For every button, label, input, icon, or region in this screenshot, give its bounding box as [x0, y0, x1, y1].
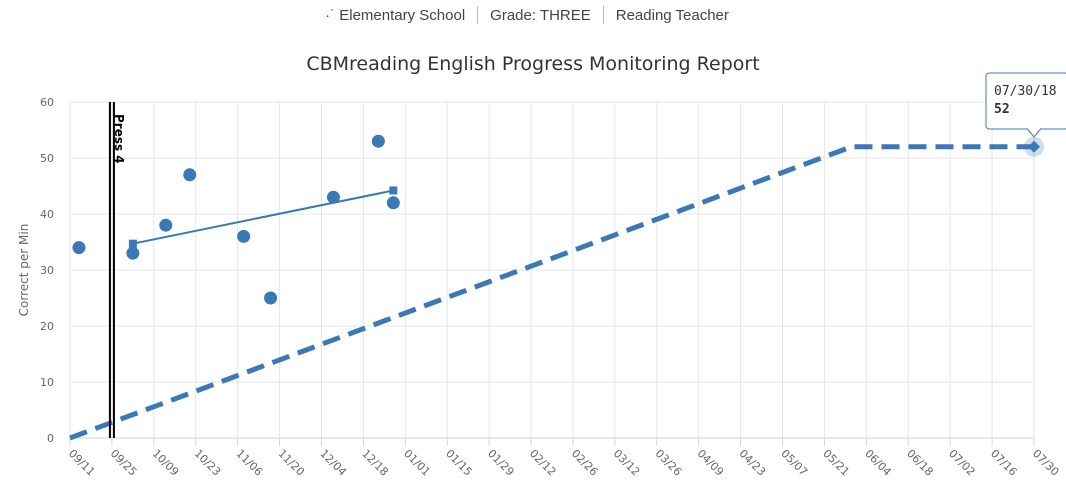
data-point	[237, 229, 251, 243]
teacher-label: Reading Teacher	[615, 6, 729, 24]
x-tick-label: 07/30	[1030, 447, 1062, 479]
x-tick-label: 03/26	[653, 447, 685, 479]
trend-marker	[389, 186, 398, 195]
tooltip-pointer	[1026, 128, 1042, 138]
x-tick-label: 06/18	[904, 447, 936, 479]
x-tick-label: 01/29	[485, 447, 517, 479]
chart-title: CBMreading English Progress Monitoring R…	[306, 53, 759, 75]
trend-line	[132, 189, 394, 245]
y-tick-label: 60	[40, 96, 54, 109]
data-point	[371, 134, 385, 148]
y-tick-label: 40	[40, 208, 54, 221]
data-point	[183, 168, 197, 182]
tooltip-box	[985, 72, 1066, 130]
data-point	[386, 196, 400, 210]
report-header: ·˙ Elementary School Grade: THREE Readin…	[0, 4, 1066, 26]
x-tick-label: 02/26	[569, 447, 601, 479]
y-tick-label: 0	[47, 432, 54, 445]
x-tick-label: 02/12	[527, 447, 559, 479]
x-tick-label: 10/09	[150, 447, 182, 479]
y-tick-label: 50	[40, 152, 54, 165]
data-point	[126, 246, 140, 260]
data-point	[264, 291, 278, 305]
phase-change-label: Press 4	[112, 114, 126, 164]
y-tick-label: 10	[40, 376, 54, 389]
y-ticks: 0 10 20 30 40 50 60	[40, 96, 54, 445]
x-tick-label: 04/09	[695, 447, 727, 479]
data-point	[72, 241, 86, 255]
x-tick-label: 01/15	[443, 447, 475, 479]
y-axis-label: Correct per Min	[17, 224, 31, 317]
x-tick-label: 11/06	[234, 447, 266, 479]
x-tick-label: 06/04	[862, 447, 894, 479]
x-tick-label: 04/23	[736, 447, 768, 479]
grid	[69, 101, 1035, 446]
school-name: ·˙ Elementary School	[325, 6, 466, 24]
header-separator	[477, 6, 479, 24]
x-tick-label: 05/21	[820, 447, 852, 479]
highlight-marker	[1028, 140, 1040, 153]
tooltip-value: 52	[994, 102, 1010, 117]
x-tick-label: 11/20	[275, 447, 307, 479]
y-tick-label: 30	[40, 264, 54, 277]
x-tick-label: 05/07	[778, 447, 810, 479]
goal-line	[69, 144, 1034, 441]
trend-marker	[128, 239, 137, 248]
tooltip-date: 07/30/18	[994, 84, 1057, 99]
tooltip: 07/30/18 52	[985, 72, 1066, 138]
data-point	[159, 218, 173, 232]
header-separator	[602, 6, 604, 24]
x-tick-label: 03/12	[611, 447, 643, 479]
series-layer	[69, 134, 1034, 441]
x-tick-label: 07/02	[946, 447, 978, 479]
x-tick-label: 09/25	[108, 447, 140, 479]
x-tick-label: 07/16	[988, 447, 1020, 479]
data-point	[326, 190, 340, 204]
grade-label: Grade: THREE	[490, 6, 591, 24]
x-tick-label: 12/04	[317, 447, 349, 479]
annotation-layer: Press 4	[108, 102, 1044, 438]
x-tick-label: 10/23	[192, 447, 224, 479]
y-tick-label: 20	[40, 320, 54, 333]
x-tick-label: 09/11	[66, 447, 98, 479]
x-tick-label: 01/01	[401, 447, 433, 479]
x-tick-label: 12/18	[359, 447, 391, 479]
x-ticks: 09/11 09/25 10/09 10/23 11/06 11/20 12/04 12/18…	[66, 447, 1062, 479]
